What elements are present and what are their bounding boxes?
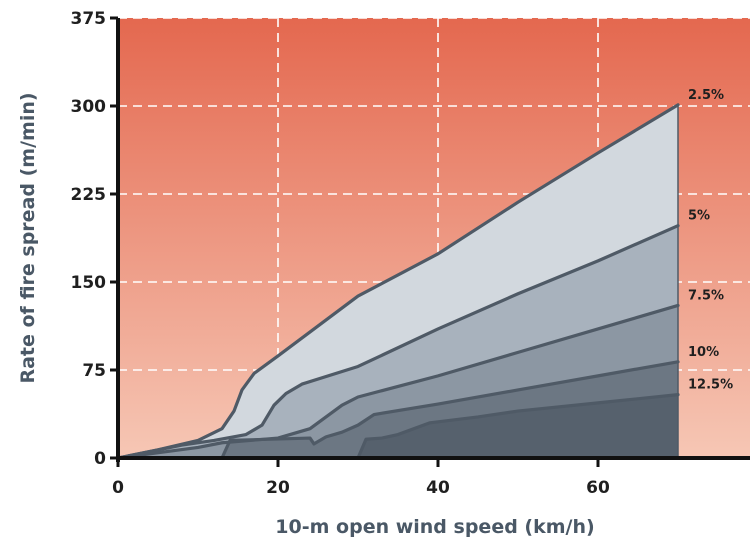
x-tick-label: 60 (586, 478, 610, 498)
series-line-1 (118, 103, 680, 458)
series-line-2 (118, 224, 680, 458)
y-tick-label: 300 (71, 97, 107, 117)
y-tick-label: 150 (71, 273, 107, 293)
series-label-1: 2.5% (688, 88, 724, 103)
x-tick-label: 20 (266, 478, 290, 498)
axes: 0 75 150 225 300 375 0 20 40 60 (71, 9, 750, 498)
y-tick-label: 75 (82, 361, 106, 381)
series-label-3: 7.5% (688, 288, 724, 303)
series-line-4 (220, 360, 680, 458)
x-tick-label: 0 (112, 478, 124, 498)
series-lines (118, 103, 680, 458)
x-axis-title: 10-m open wind speed (km/h) (275, 516, 594, 538)
series-area-5 (358, 394, 678, 458)
y-tick-label: 375 (71, 9, 107, 29)
series-areas (118, 104, 678, 458)
series-label-5: 12.5% (688, 378, 733, 393)
series-line-5 (356, 393, 680, 458)
y-axis-title: Rate of fire spread (m/min) (17, 92, 39, 383)
y-tick-label: 0 (94, 449, 106, 469)
y-tick-label: 225 (71, 185, 107, 205)
series-labels: 2.5% 5% 7.5% 10% 12.5% (688, 88, 733, 393)
series-label-2: 5% (688, 209, 710, 224)
x-tick-label: 40 (426, 478, 450, 498)
series-line-3 (118, 303, 680, 458)
series-label-4: 10% (688, 345, 719, 360)
